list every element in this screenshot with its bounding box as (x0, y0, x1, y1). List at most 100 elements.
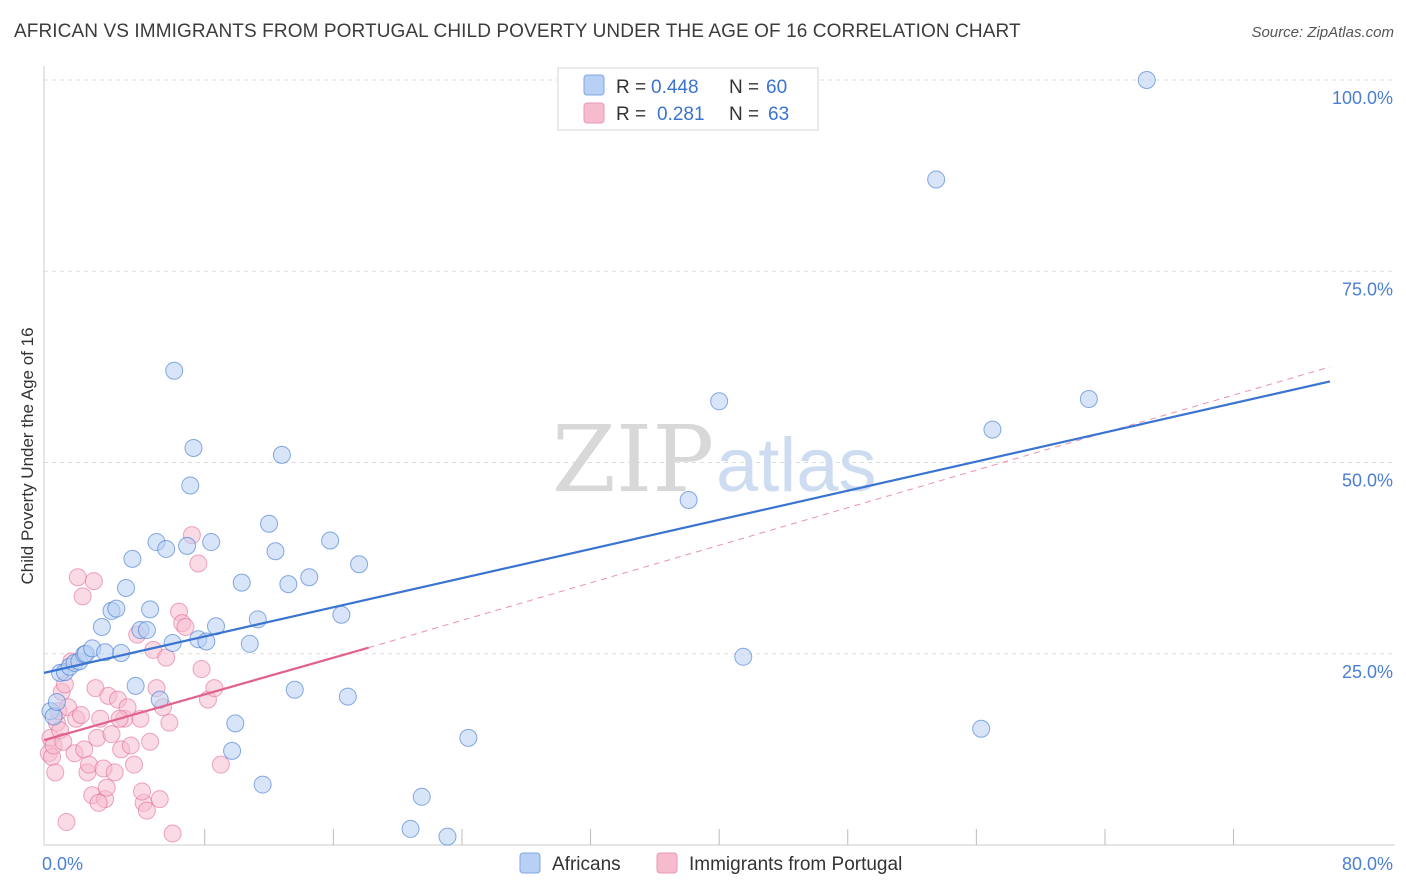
data-point-africans (338, 687, 357, 706)
trend-lines (43, 366, 1331, 742)
x-ticks (204, 829, 1235, 845)
legend-swatch-africans (583, 74, 605, 96)
y-tick-label: 50.0% (1342, 471, 1393, 491)
data-point-africans (181, 476, 200, 495)
data-point-portugal (176, 617, 195, 636)
source-label: Source: ZipAtlas.com (1251, 24, 1394, 41)
legend-r-label-africans: R = (616, 77, 646, 98)
chart-title: AFRICAN VS IMMIGRANTS FROM PORTUGAL CHIL… (14, 21, 1021, 42)
legend-r-value-portugal: 0.281 (657, 104, 705, 125)
data-point-africans (1079, 390, 1098, 409)
data-point-africans (401, 819, 420, 838)
y-tick-labels: 100.0% 75.0% 50.0% 25.0% (1332, 88, 1393, 682)
data-point-portugal (211, 755, 230, 774)
top-legend: R = 0.448 N = 60 R = 0.281 N = 63 (557, 67, 819, 131)
bottom-legend-label-africans: Africans (552, 854, 621, 875)
data-point-portugal (160, 713, 179, 732)
x-tick-label: 0.0% (42, 854, 83, 874)
data-point-africans (137, 621, 156, 640)
data-point-portugal (46, 763, 65, 782)
trend-line-africans (43, 380, 1331, 674)
data-point-africans (141, 600, 160, 619)
data-point-africans (107, 599, 126, 618)
y-tick-label: 25.0% (1342, 662, 1393, 682)
data-point-africans (178, 536, 197, 555)
watermark: ZIP atlas (552, 406, 877, 513)
data-point-portugal (141, 732, 160, 751)
bottom-legend: Africans Immigrants from Portugal (519, 852, 902, 875)
trend-line-portugal (43, 646, 370, 742)
data-point-portugal (57, 813, 76, 832)
data-point-africans (126, 676, 145, 695)
data-point-africans (321, 531, 340, 550)
data-point-africans (260, 514, 279, 533)
legend-swatch-portugal (583, 102, 605, 124)
data-point-africans (123, 549, 142, 568)
data-point-africans (232, 573, 251, 592)
data-point-portugal (71, 705, 90, 724)
data-point-africans (332, 605, 351, 624)
data-point-africans (300, 568, 319, 587)
data-point-africans (226, 714, 245, 733)
trend-line-portugal-extension (368, 366, 1331, 649)
data-point-africans (223, 741, 242, 760)
legend-r-value-africans: 0.448 (651, 77, 699, 98)
series-africans-points (41, 71, 1156, 846)
legend-n-label-africans: N = (729, 77, 759, 98)
legend-n-value-africans: 60 (766, 77, 787, 98)
data-point-africans (184, 438, 203, 457)
legend-n-value-portugal: 63 (768, 104, 789, 125)
watermark-atlas: atlas (716, 423, 877, 508)
data-point-portugal (189, 554, 208, 573)
data-point-portugal (121, 736, 140, 755)
data-point-portugal (150, 790, 169, 809)
data-point-portugal (163, 824, 182, 843)
data-point-africans (266, 542, 285, 561)
data-point-africans (459, 728, 478, 747)
data-point-portugal (133, 782, 152, 801)
data-point-africans (972, 719, 991, 738)
data-point-africans (44, 707, 63, 726)
bottom-legend-swatch-africans (519, 852, 541, 874)
data-point-portugal (105, 763, 124, 782)
y-tick-label: 75.0% (1342, 279, 1393, 299)
data-point-africans (927, 170, 946, 189)
y-tick-label: 100.0% (1332, 88, 1393, 108)
gridlines (44, 79, 1395, 655)
data-point-portugal (125, 755, 144, 774)
data-point-portugal (54, 732, 73, 751)
x-tick-labels: 0.0% 80.0% (42, 854, 1393, 874)
data-point-africans (679, 490, 698, 509)
data-point-portugal (102, 725, 121, 744)
data-point-africans (253, 775, 272, 794)
data-point-africans (157, 539, 176, 558)
data-point-portugal (84, 572, 103, 591)
bottom-legend-swatch-portugal (656, 852, 678, 874)
legend-r-label-portugal: R = (616, 104, 646, 125)
data-point-africans (983, 420, 1002, 439)
data-point-africans (202, 533, 221, 552)
data-point-africans (47, 692, 66, 711)
data-point-africans (412, 787, 431, 806)
data-point-portugal (68, 568, 87, 587)
data-point-portugal (192, 660, 211, 679)
data-point-africans (734, 647, 753, 666)
data-point-africans (438, 827, 457, 846)
data-point-africans (272, 445, 291, 464)
data-point-portugal (89, 793, 108, 812)
x-tick-label: 80.0% (1342, 854, 1393, 874)
data-point-portugal (137, 801, 156, 820)
data-point-africans (279, 575, 298, 594)
data-point-portugal (73, 587, 92, 606)
data-point-africans (350, 555, 369, 574)
data-point-africans (1137, 71, 1156, 89)
data-point-africans (116, 578, 135, 597)
legend-n-label-portugal: N = (729, 104, 759, 125)
data-point-africans (285, 680, 304, 699)
data-point-africans (92, 617, 111, 636)
data-point-africans (165, 361, 184, 380)
data-point-portugal (97, 778, 116, 797)
data-point-africans (240, 634, 259, 653)
data-point-africans (710, 392, 729, 411)
